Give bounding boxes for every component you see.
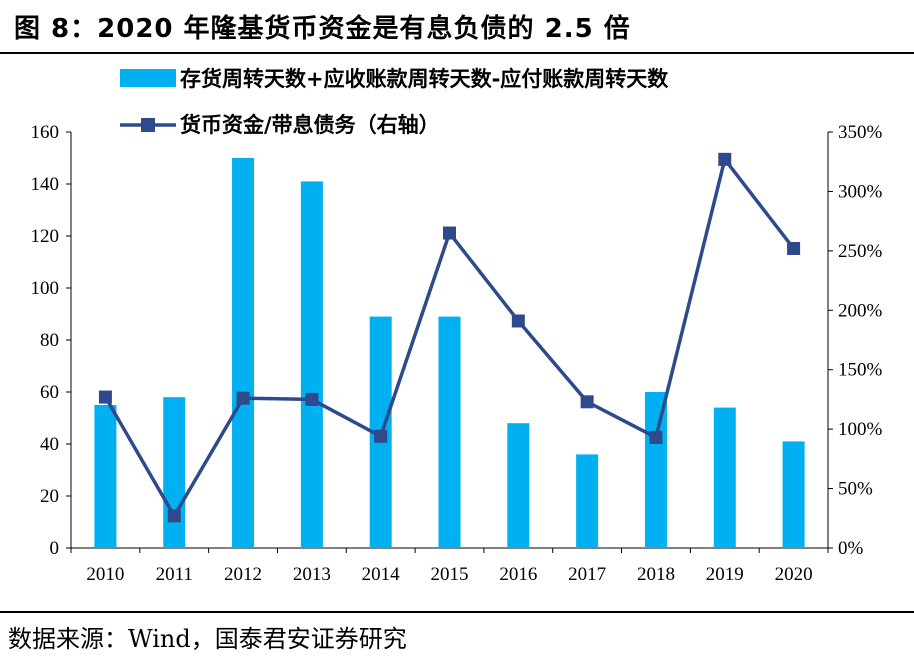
tick-labels: 0 20 40 60 80 100 120 140 160 0% 50% 100% 150% 200% 25… [31,122,883,585]
y2-tick-label: 200% [838,300,883,321]
bar [576,454,599,548]
bar [300,181,323,548]
bar [163,397,186,548]
legend-line-label: 货币资金/带息债务（右轴） [180,113,440,137]
line-point [718,152,732,166]
y-tick-label: 100 [31,278,60,299]
line-point [649,430,663,444]
y2-tick-label: 300% [838,181,883,202]
bar [713,407,736,548]
y-tick-label: 160 [31,122,60,143]
x-tick-label: 2014 [362,564,401,585]
y2-tick-label: 250% [838,241,883,262]
line-point [98,390,112,404]
chart: 存货周转天数+应收账款周转天数-应付账款周转天数 货币资金/带息债务（右轴） 0… [31,67,883,585]
y-tick-label: 0 [50,538,60,559]
x-tick-label: 2017 [568,564,606,585]
bar [232,158,255,548]
bar [94,405,117,548]
bar [782,441,805,548]
bottom-rule [0,611,914,613]
bar [644,392,667,548]
bar [507,423,530,548]
y-tick-label: 140 [31,174,60,195]
x-tick-label: 2011 [156,564,193,585]
legend: 存货周转天数+应收账款周转天数-应付账款周转天数 货币资金/带息债务（右轴） [120,67,669,137]
y2-tick-label: 50% [838,479,873,500]
x-tick-label: 2018 [637,564,675,585]
y2-tick-label: 0% [838,538,864,559]
line-point [167,509,181,523]
y-tick-label: 120 [31,226,60,247]
y-tick-label: 80 [40,330,59,351]
legend-bar-label: 存货周转天数+应收账款周转天数-应付账款周转天数 [180,67,669,91]
line-point [305,392,319,406]
legend-bar-swatch [120,69,176,87]
legend-line-marker [141,118,155,132]
x-tick-label: 2019 [706,564,744,585]
line-point [236,391,250,405]
y2-tick-label: 150% [838,360,883,381]
y2-tick-label: 100% [838,419,883,440]
x-tick-label: 2013 [293,564,331,585]
x-tick-label: 2016 [499,564,537,585]
y2-tick-label: 350% [838,122,883,143]
x-tick-label: 2015 [431,564,469,585]
source-note: 数据来源：Wind，国泰君安证券研究 [8,625,407,653]
line-series [98,152,801,523]
line-point [511,314,525,328]
line-point [443,226,456,240]
x-tick-label: 2010 [86,564,124,585]
line-point [787,241,801,255]
line-point [580,395,594,409]
y-tick-label: 40 [40,434,59,455]
y-tick-label: 20 [40,486,59,507]
bar-series [94,158,805,548]
y-tick-label: 60 [40,382,59,403]
line-point [374,429,388,443]
bar [438,316,461,548]
x-tick-label: 2020 [775,564,813,585]
x-tick-label: 2012 [224,564,262,585]
top-rule [0,52,914,54]
figure-title: 图 8：2020 年隆基货币资金是有息负债的 2.5 倍 [14,14,631,44]
